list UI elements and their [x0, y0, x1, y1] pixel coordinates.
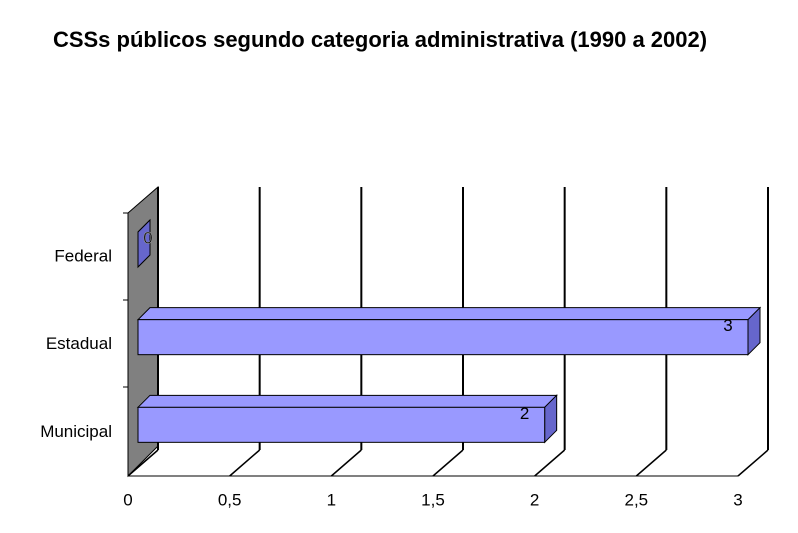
- x-tick-label: 3: [733, 490, 742, 509]
- bar: [137, 319, 749, 356]
- floor-line: [534, 449, 566, 477]
- value-label: 2: [520, 404, 529, 423]
- floor-line: [229, 449, 261, 477]
- bar: [137, 406, 546, 443]
- y-tick-label: Federal: [54, 246, 112, 265]
- floor-line: [737, 449, 769, 477]
- chart-title: CSSs públicos segundo categoria administ…: [52, 27, 708, 52]
- floor-line: [432, 449, 464, 477]
- bar-top: [136, 307, 762, 321]
- bar-end: [137, 218, 151, 269]
- x-tick-label: 2: [530, 490, 539, 509]
- x-tick-label: 1,5: [421, 490, 445, 509]
- bar-top: [136, 394, 558, 408]
- floor-line: [330, 449, 362, 477]
- floor-line: [127, 449, 159, 477]
- x-tick-label: 0,5: [218, 490, 242, 509]
- x-tick-label: 1: [327, 490, 336, 509]
- value-label: 0: [143, 228, 152, 247]
- y-tick-label: Municipal: [40, 422, 112, 441]
- floor-line: [635, 449, 667, 477]
- y-tick-label: Estadual: [46, 334, 112, 353]
- x-tick-label: 2,5: [625, 490, 649, 509]
- value-label: 3: [723, 316, 732, 335]
- x-tick-label: 0: [123, 490, 132, 509]
